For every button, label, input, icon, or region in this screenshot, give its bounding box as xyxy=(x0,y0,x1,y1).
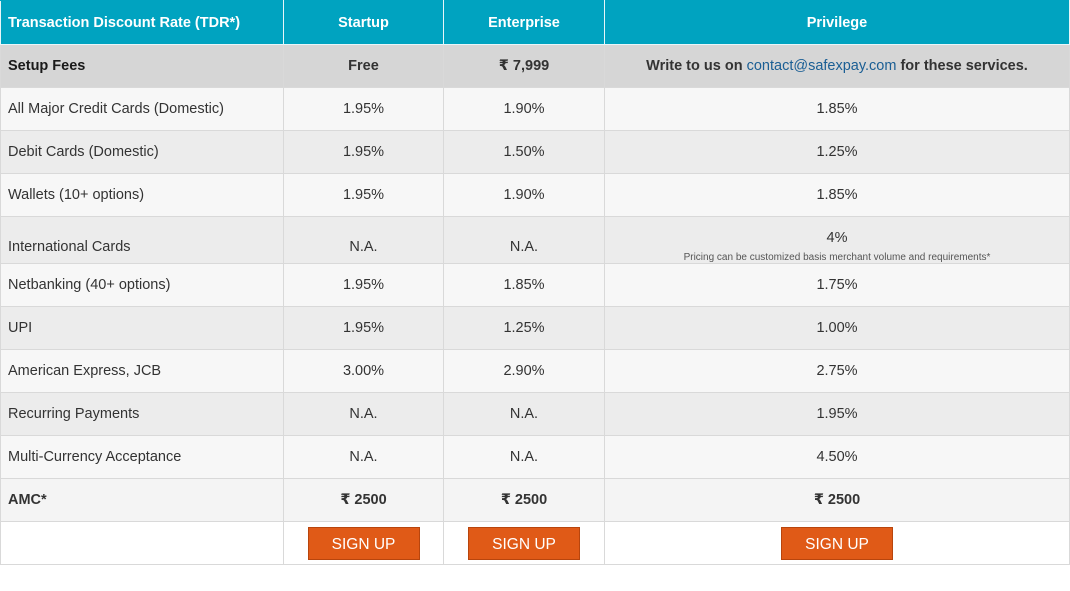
signup-enterprise-cell: SIGN UP xyxy=(443,521,605,565)
header-row: Transaction Discount Rate (TDR*) Startup… xyxy=(0,0,1070,45)
row-privilege-rate: 1.85% xyxy=(604,87,1070,131)
row-startup-rate: 1.95% xyxy=(283,306,444,350)
row-startup-rate: 1.95% xyxy=(283,87,444,131)
header-enterprise: Enterprise xyxy=(443,0,605,45)
header-tdr: Transaction Discount Rate (TDR*) xyxy=(0,0,284,45)
row-startup-rate: 3.00% xyxy=(283,349,444,393)
row-label: Recurring Payments xyxy=(0,392,284,436)
signup-privilege-cell: SIGN UP xyxy=(604,521,1070,565)
signup-row: SIGN UP SIGN UP SIGN UP xyxy=(0,521,1070,565)
row-privilege-rate: 1.25% xyxy=(604,130,1070,174)
signup-startup-button[interactable]: SIGN UP xyxy=(307,526,420,560)
setup-fees-privilege: Write to us on contact@safexpay.com for … xyxy=(604,44,1070,88)
setup-fees-label: Setup Fees xyxy=(0,44,284,88)
row-enterprise-rate: 1.50% xyxy=(443,130,605,174)
row-privilege-rate: 2.75% xyxy=(604,349,1070,393)
setup-fees-row: Setup Fees Free ₹ 7,999 Write to us on c… xyxy=(0,44,1070,88)
table-row: Wallets (10+ options) 1.95% 1.90% 1.85% xyxy=(0,173,1070,217)
row-label: American Express, JCB xyxy=(0,349,284,393)
signup-enterprise-button[interactable]: SIGN UP xyxy=(468,526,580,560)
setup-fees-startup: Free xyxy=(283,44,444,88)
row-startup-rate: N.A. xyxy=(283,435,444,479)
row-enterprise-rate: N.A. xyxy=(443,216,605,264)
setup-fees-privilege-suffix: for these services. xyxy=(896,58,1028,74)
row-startup-rate: N.A. xyxy=(283,216,444,264)
signup-privilege-button[interactable]: SIGN UP xyxy=(781,526,893,560)
row-startup-rate: 1.95% xyxy=(283,263,444,307)
row-privilege-rate: 1.95% xyxy=(604,392,1070,436)
setup-fees-enterprise: ₹ 7,999 xyxy=(443,44,605,88)
pricing-table: Transaction Discount Rate (TDR*) Startup… xyxy=(0,0,1070,565)
row-enterprise-rate: 1.85% xyxy=(443,263,605,307)
signup-empty-cell xyxy=(0,521,284,565)
table-row: Debit Cards (Domestic) 1.95% 1.50% 1.25% xyxy=(0,130,1070,174)
amc-label: AMC* xyxy=(0,478,284,522)
table-row: Multi-Currency Acceptance N.A. N.A. 4.50… xyxy=(0,435,1070,479)
row-label: Multi-Currency Acceptance xyxy=(0,435,284,479)
amc-enterprise: ₹ 2500 xyxy=(443,478,605,522)
row-label: International Cards xyxy=(0,216,284,264)
row-privilege-rate: 1.85% xyxy=(604,173,1070,217)
row-enterprise-rate: 1.90% xyxy=(443,87,605,131)
row-label: Debit Cards (Domestic) xyxy=(0,130,284,174)
row-enterprise-rate: 1.90% xyxy=(443,173,605,217)
row-label: Wallets (10+ options) xyxy=(0,173,284,217)
row-startup-rate: 1.95% xyxy=(283,130,444,174)
row-startup-rate: 1.95% xyxy=(283,173,444,217)
row-enterprise-rate: 1.25% xyxy=(443,306,605,350)
row-label: UPI xyxy=(0,306,284,350)
row-enterprise-rate: N.A. xyxy=(443,435,605,479)
row-privilege-rate: 4.50% xyxy=(604,435,1070,479)
table-row: UPI 1.95% 1.25% 1.00% xyxy=(0,306,1070,350)
row-privilege-rate: 1.00% xyxy=(604,306,1070,350)
header-privilege: Privilege xyxy=(604,0,1070,45)
amc-startup: ₹ 2500 xyxy=(283,478,444,522)
row-label: All Major Credit Cards (Domestic) xyxy=(0,87,284,131)
row-label: Netbanking (40+ options) xyxy=(0,263,284,307)
signup-startup-cell: SIGN UP xyxy=(283,521,444,565)
row-enterprise-rate: 2.90% xyxy=(443,349,605,393)
pricing-note: Pricing can be customized basis merchant… xyxy=(683,252,991,263)
row-privilege-rate: 1.75% xyxy=(604,263,1070,307)
table-row: Netbanking (40+ options) 1.95% 1.85% 1.7… xyxy=(0,263,1070,307)
table-row: International Cards N.A. N.A. 4% Pricing … xyxy=(0,216,1070,264)
table-row: Recurring Payments N.A. N.A. 1.95% xyxy=(0,392,1070,436)
contact-email-link[interactable]: contact@safexpay.com xyxy=(746,58,897,74)
table-row: American Express, JCB 3.00% 2.90% 2.75% xyxy=(0,349,1070,393)
row-enterprise-rate: N.A. xyxy=(443,392,605,436)
amc-privilege: ₹ 2500 xyxy=(604,478,1070,522)
setup-fees-privilege-prefix: Write to us on xyxy=(646,58,747,74)
amc-row: AMC* ₹ 2500 ₹ 2500 ₹ 2500 xyxy=(0,478,1070,522)
header-startup: Startup xyxy=(283,0,444,45)
privilege-rate-value: 4% xyxy=(826,230,848,246)
row-privilege-rate: 4% Pricing can be customized basis mercha… xyxy=(604,216,1070,264)
table-row: All Major Credit Cards (Domestic) 1.95% … xyxy=(0,87,1070,131)
row-startup-rate: N.A. xyxy=(283,392,444,436)
